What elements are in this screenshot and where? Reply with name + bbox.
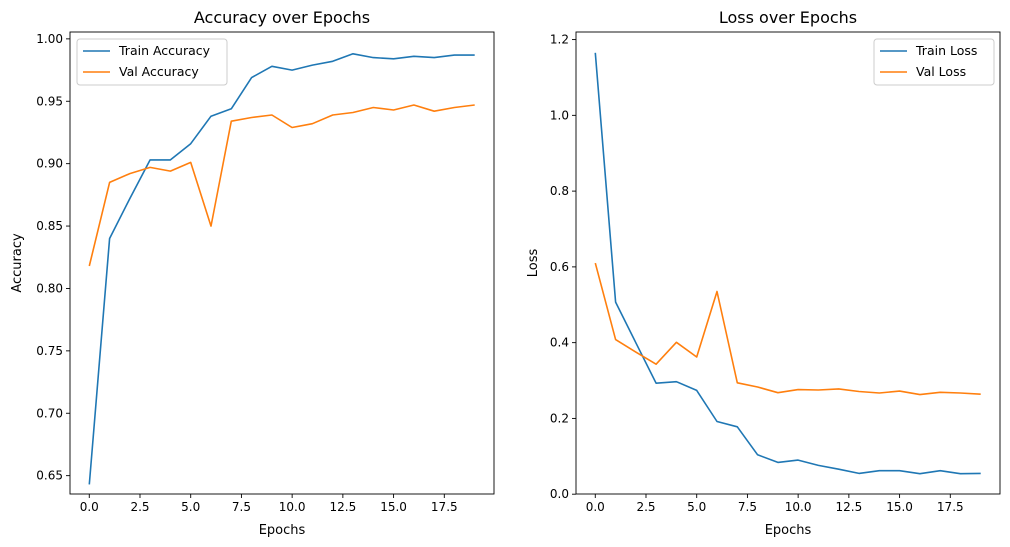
loss-x-tick-label: 0.0	[586, 500, 605, 514]
accuracy-chart-title: Accuracy over Epochs	[194, 8, 370, 27]
accuracy-x-tick-label: 15.0	[380, 500, 407, 514]
accuracy-y-tick-label: 1.00	[36, 32, 63, 46]
loss-plot-frame	[575, 31, 1001, 495]
accuracy-x-tick-label: 17.5	[431, 500, 458, 514]
accuracy-series-line-val	[88, 104, 475, 267]
loss-chart-ylabel: Loss	[526, 249, 541, 278]
loss-chart: Loss over Epochs Epochs Loss 0.0 2.5 5.0 7.…	[526, 8, 1001, 538]
loss-x-tick-label: 5.0	[687, 500, 706, 514]
accuracy-legend: Train Accuracy Val Accuracy	[76, 38, 228, 86]
accuracy-x-tick-label: 12.5	[330, 500, 357, 514]
accuracy-y-tick-label: 0.75	[36, 344, 63, 358]
loss-x-tick-label: 17.5	[937, 500, 964, 514]
loss-chart-title: Loss over Epochs	[719, 8, 857, 27]
loss-y-tick-label: 1.2	[550, 33, 569, 47]
accuracy-series-line-train	[88, 52, 475, 485]
accuracy-x-tick-label: 7.5	[232, 500, 251, 514]
loss-x-tick-label: 7.5	[738, 500, 757, 514]
loss-series-line-val	[594, 262, 981, 396]
loss-y-tick-label: 1.0	[550, 108, 569, 122]
loss-legend-label: Train Loss	[915, 43, 977, 58]
accuracy-x-tick-label: 2.5	[130, 500, 149, 514]
loss-legend: Train Loss Val Loss	[873, 38, 995, 86]
loss-y-tick-label: 0.0	[550, 487, 569, 501]
accuracy-y-tick-label: 0.80	[36, 281, 63, 295]
accuracy-chart: Accuracy over Epochs Epochs Accuracy 0.0…	[10, 8, 495, 538]
accuracy-y-tick-label: 0.85	[36, 219, 63, 233]
loss-series-line-train	[594, 52, 981, 475]
accuracy-y-tick-label: 0.90	[36, 157, 63, 171]
accuracy-x-tick-label: 5.0	[181, 500, 200, 514]
accuracy-y-tick-label: 0.65	[36, 469, 63, 483]
accuracy-x-tick-label: 0.0	[80, 500, 99, 514]
accuracy-legend-box	[76, 38, 228, 86]
accuracy-x-tick-label: 10.0	[279, 500, 306, 514]
accuracy-chart-xlabel: Epochs	[259, 523, 306, 538]
accuracy-legend-label: Val Accuracy	[119, 64, 199, 79]
loss-x-tick-label: 2.5	[636, 500, 655, 514]
accuracy-y-tick-label: 0.70	[36, 406, 63, 420]
accuracy-legend-label: Train Accuracy	[118, 43, 211, 58]
loss-chart-xlabel: Epochs	[765, 523, 812, 538]
accuracy-plot-frame	[69, 31, 495, 495]
loss-legend-label: Val Loss	[916, 64, 966, 79]
loss-y-tick-label: 0.6	[550, 260, 569, 274]
loss-x-tick-label: 12.5	[836, 500, 863, 514]
loss-x-tick-label: 15.0	[886, 500, 913, 514]
loss-y-tick-label: 0.2	[550, 411, 569, 425]
accuracy-chart-ylabel: Accuracy	[10, 233, 25, 293]
loss-y-tick-label: 0.4	[550, 336, 569, 350]
accuracy-y-tick-label: 0.95	[36, 94, 63, 108]
loss-y-tick-label: 0.8	[550, 184, 569, 198]
loss-x-tick-label: 10.0	[785, 500, 812, 514]
